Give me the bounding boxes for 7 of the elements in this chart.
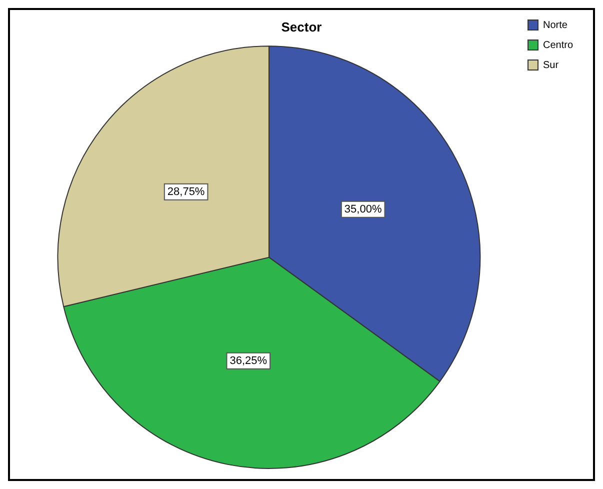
data-label: 28,75% xyxy=(167,186,205,198)
legend-label: Sur xyxy=(542,60,560,71)
data-label: 36,25% xyxy=(230,354,268,367)
legend-label: Centro xyxy=(542,40,574,51)
legend-label: Norte xyxy=(542,20,568,31)
data-label: 35,00% xyxy=(344,203,382,216)
chart-title: Sector xyxy=(281,19,322,34)
